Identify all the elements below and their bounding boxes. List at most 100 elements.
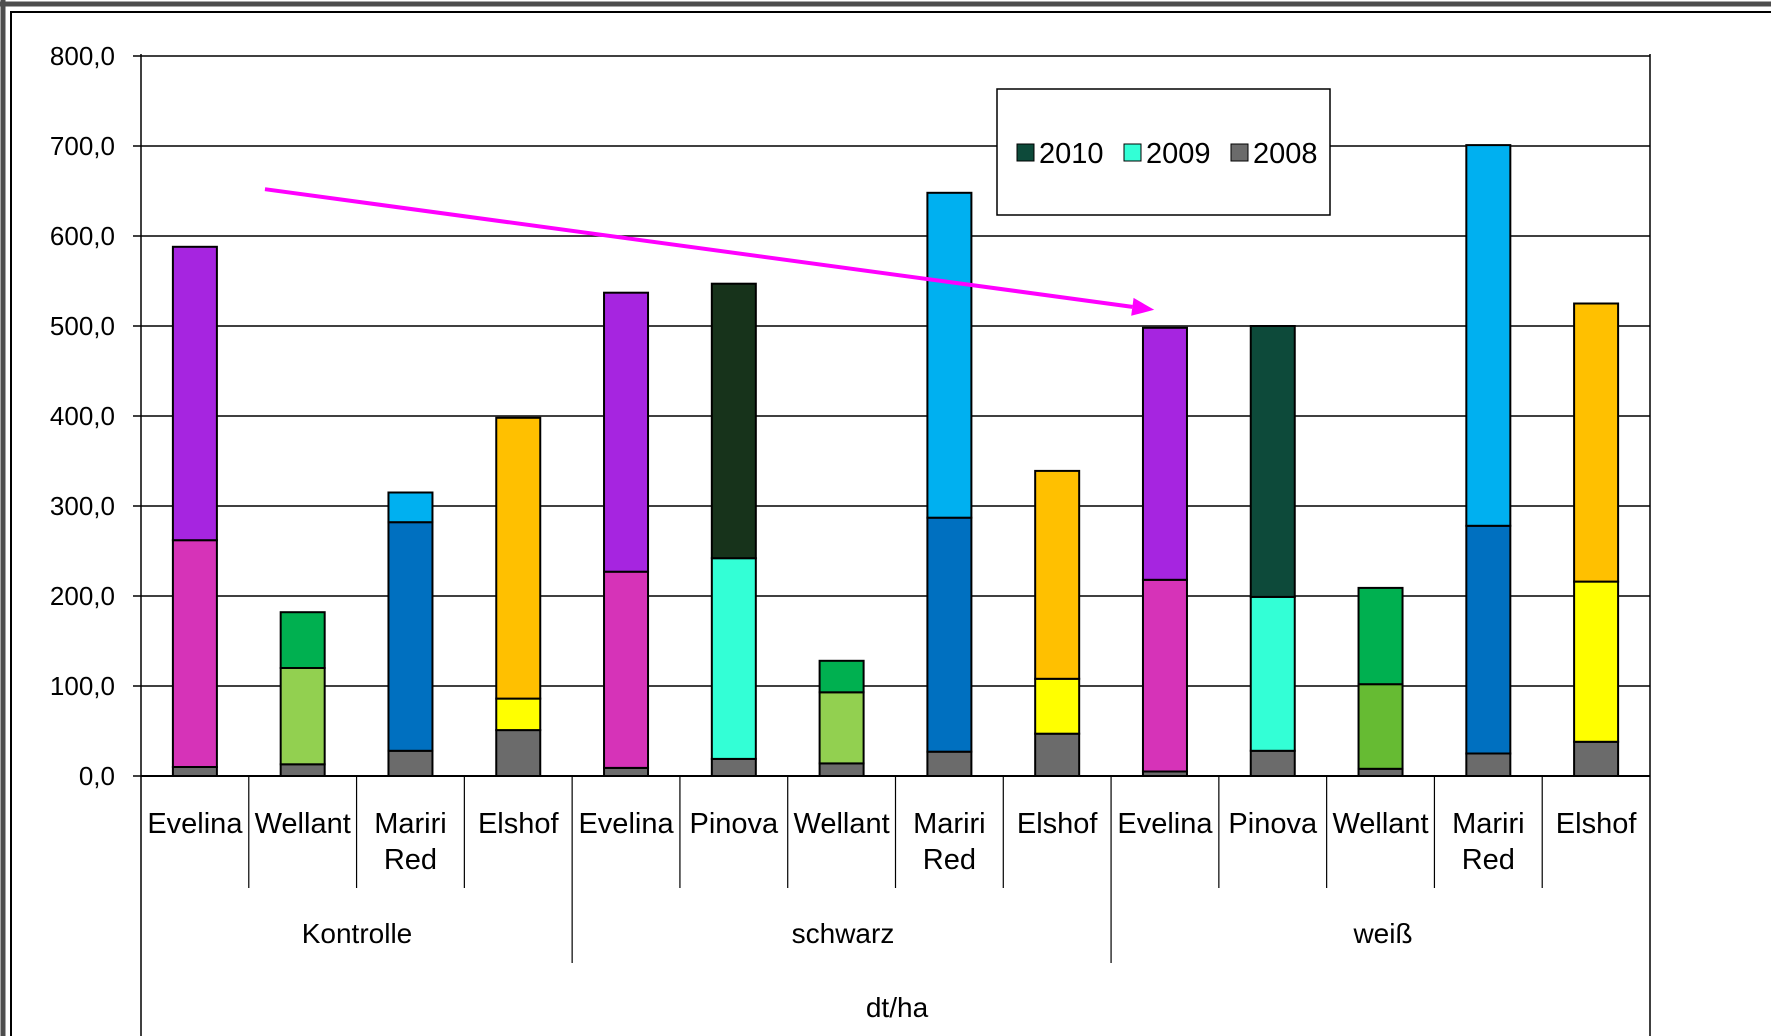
annotations: [264, 187, 1155, 316]
category-label-weiss-evelina: Evelina: [1117, 808, 1213, 840]
legend-swatch-2008: [1230, 143, 1249, 162]
bar-schwarz-wellant: [818, 659, 865, 778]
y-tick-label: 0,0: [79, 761, 115, 791]
legend-swatch-2010: [1016, 143, 1035, 162]
legend-label-2008: 2008: [1253, 138, 1318, 170]
bar-segment-2010: [387, 491, 434, 524]
bar-segment-2009: [495, 697, 542, 732]
bar-segment-2010: [1141, 326, 1188, 581]
bar-segment-2009: [387, 521, 434, 752]
bar-segment-2010: [279, 611, 326, 670]
category-label-weiss-mariri-red: Mariri Red: [1452, 808, 1525, 876]
bar-segment-2009: [1141, 578, 1188, 773]
bar-segment-2008: [818, 762, 865, 778]
legend-swatch-2009: [1123, 143, 1142, 162]
y-tick-label: 800,0: [50, 41, 115, 71]
bar-weiss-pinova: [1249, 325, 1296, 777]
y-tick-label: 300,0: [50, 491, 115, 521]
bar-schwarz-elshof: [1034, 469, 1081, 778]
category-label-weiss-pinova: Pinova: [1228, 808, 1318, 840]
legend-label-2010: 2010: [1039, 138, 1104, 170]
trend-arrow: [264, 187, 1155, 316]
category-label-schwarz-evelina: Evelina: [578, 808, 674, 840]
bar-segment-2008: [1573, 740, 1620, 777]
y-tick-label: 600,0: [50, 221, 115, 251]
trend-arrow-head: [1131, 297, 1155, 316]
category-label-kontrolle-evelina: Evelina: [147, 808, 243, 840]
bar-segment-2010: [603, 291, 650, 573]
bar-segment-2010: [1573, 302, 1620, 583]
bar-segment-2008: [1357, 767, 1404, 777]
bar-segment-2009: [171, 539, 218, 769]
y-tick-label: 100,0: [50, 671, 115, 701]
bar-segment-2010: [1357, 586, 1404, 686]
bar-schwarz-pinova: [710, 282, 757, 778]
y-tick-label: 400,0: [50, 401, 115, 431]
bar-kontrolle-evelina: [171, 245, 218, 777]
bar-weiss-wellant: [1357, 586, 1404, 777]
axes: [140, 54, 1651, 1036]
bars: [171, 144, 1620, 778]
bar-segment-2008: [1249, 749, 1296, 777]
bar-segment-2008: [387, 749, 434, 777]
bar-segment-2010: [1034, 469, 1081, 680]
bar-segment-2009: [603, 570, 650, 769]
bar-segment-2009: [710, 557, 757, 760]
bar-segment-2008: [926, 750, 973, 778]
bar-segment-2009: [926, 516, 973, 753]
y-axis-tick-labels: 0,0 100,0 200,0 300,0 400,0 500,0 600,0 700,0 80…: [50, 41, 115, 791]
bar-segment-2008: [1465, 752, 1512, 777]
bar-segment-2009: [1573, 580, 1620, 743]
bar-segment-2010: [495, 416, 542, 700]
bar-segment-2008: [279, 763, 326, 777]
bar-segment-2009: [1249, 595, 1296, 752]
bar-segment-2010: [171, 245, 218, 542]
y-tick-label: 500,0: [50, 311, 115, 341]
group-label-schwarz: schwarz: [792, 918, 895, 949]
category-label-schwarz-wellant: Wellant: [794, 808, 890, 840]
bar-segment-2010: [1249, 325, 1296, 598]
bar-segment-2008: [171, 766, 218, 777]
legend: 2010 2009 2008: [996, 88, 1331, 216]
x-axis-title: dt/ha: [866, 992, 929, 1023]
category-label-weiss-elshof: Elshof: [1556, 808, 1638, 840]
bar-segment-2010: [818, 659, 865, 694]
category-label-schwarz-mariri-red: Mariri Red: [913, 808, 986, 876]
group-label-kontrolle: Kontrolle: [302, 918, 413, 949]
category-label-kontrolle-mariri-red: Mariri Red: [374, 808, 447, 876]
category-label-kontrolle-wellant: Wellant: [255, 808, 351, 840]
category-label-schwarz-pinova: Pinova: [689, 808, 779, 840]
bar-weiss-mariri-red: [1465, 144, 1512, 777]
bar-weiss-evelina: [1141, 326, 1188, 777]
trend-arrow-shaft: [264, 187, 1133, 309]
bar-segment-2008: [1034, 732, 1081, 778]
bar-segment-2009: [1034, 677, 1081, 735]
bar-segment-2010: [710, 282, 757, 560]
bar-kontrolle-mariri-red: [387, 491, 434, 777]
bar-segment-2009: [1465, 524, 1512, 755]
category-axis-labels: Evelina Wellant Mariri Red Elshof Evelina Pino…: [147, 808, 1637, 876]
bar-segment-2010: [1465, 144, 1512, 527]
bar-weiss-elshof: [1573, 302, 1620, 777]
category-label-weiss-wellant: Wellant: [1332, 808, 1428, 840]
bar-segment-2008: [603, 766, 650, 778]
legend-label-2009: 2009: [1146, 138, 1211, 170]
bar-segment-2009: [279, 667, 326, 766]
bar-segment-2008: [710, 757, 757, 778]
group-label-weiss: weiß: [1352, 918, 1412, 949]
bar-segment-2009: [1357, 683, 1404, 770]
y-tick-label: 700,0: [50, 131, 115, 161]
category-label-kontrolle-elshof: Elshof: [478, 808, 560, 840]
bar-segment-2009: [818, 691, 865, 765]
gridlines: [133, 55, 1650, 777]
bar-kontrolle-wellant: [279, 611, 326, 777]
category-label-schwarz-elshof: Elshof: [1017, 808, 1099, 840]
bar-segment-2010: [926, 191, 973, 519]
bar-schwarz-evelina: [603, 291, 650, 778]
y-tick-label: 200,0: [50, 581, 115, 611]
bar-kontrolle-elshof: [495, 416, 542, 777]
bar-schwarz-mariri-red: [926, 191, 973, 778]
legend-box: [996, 88, 1331, 216]
